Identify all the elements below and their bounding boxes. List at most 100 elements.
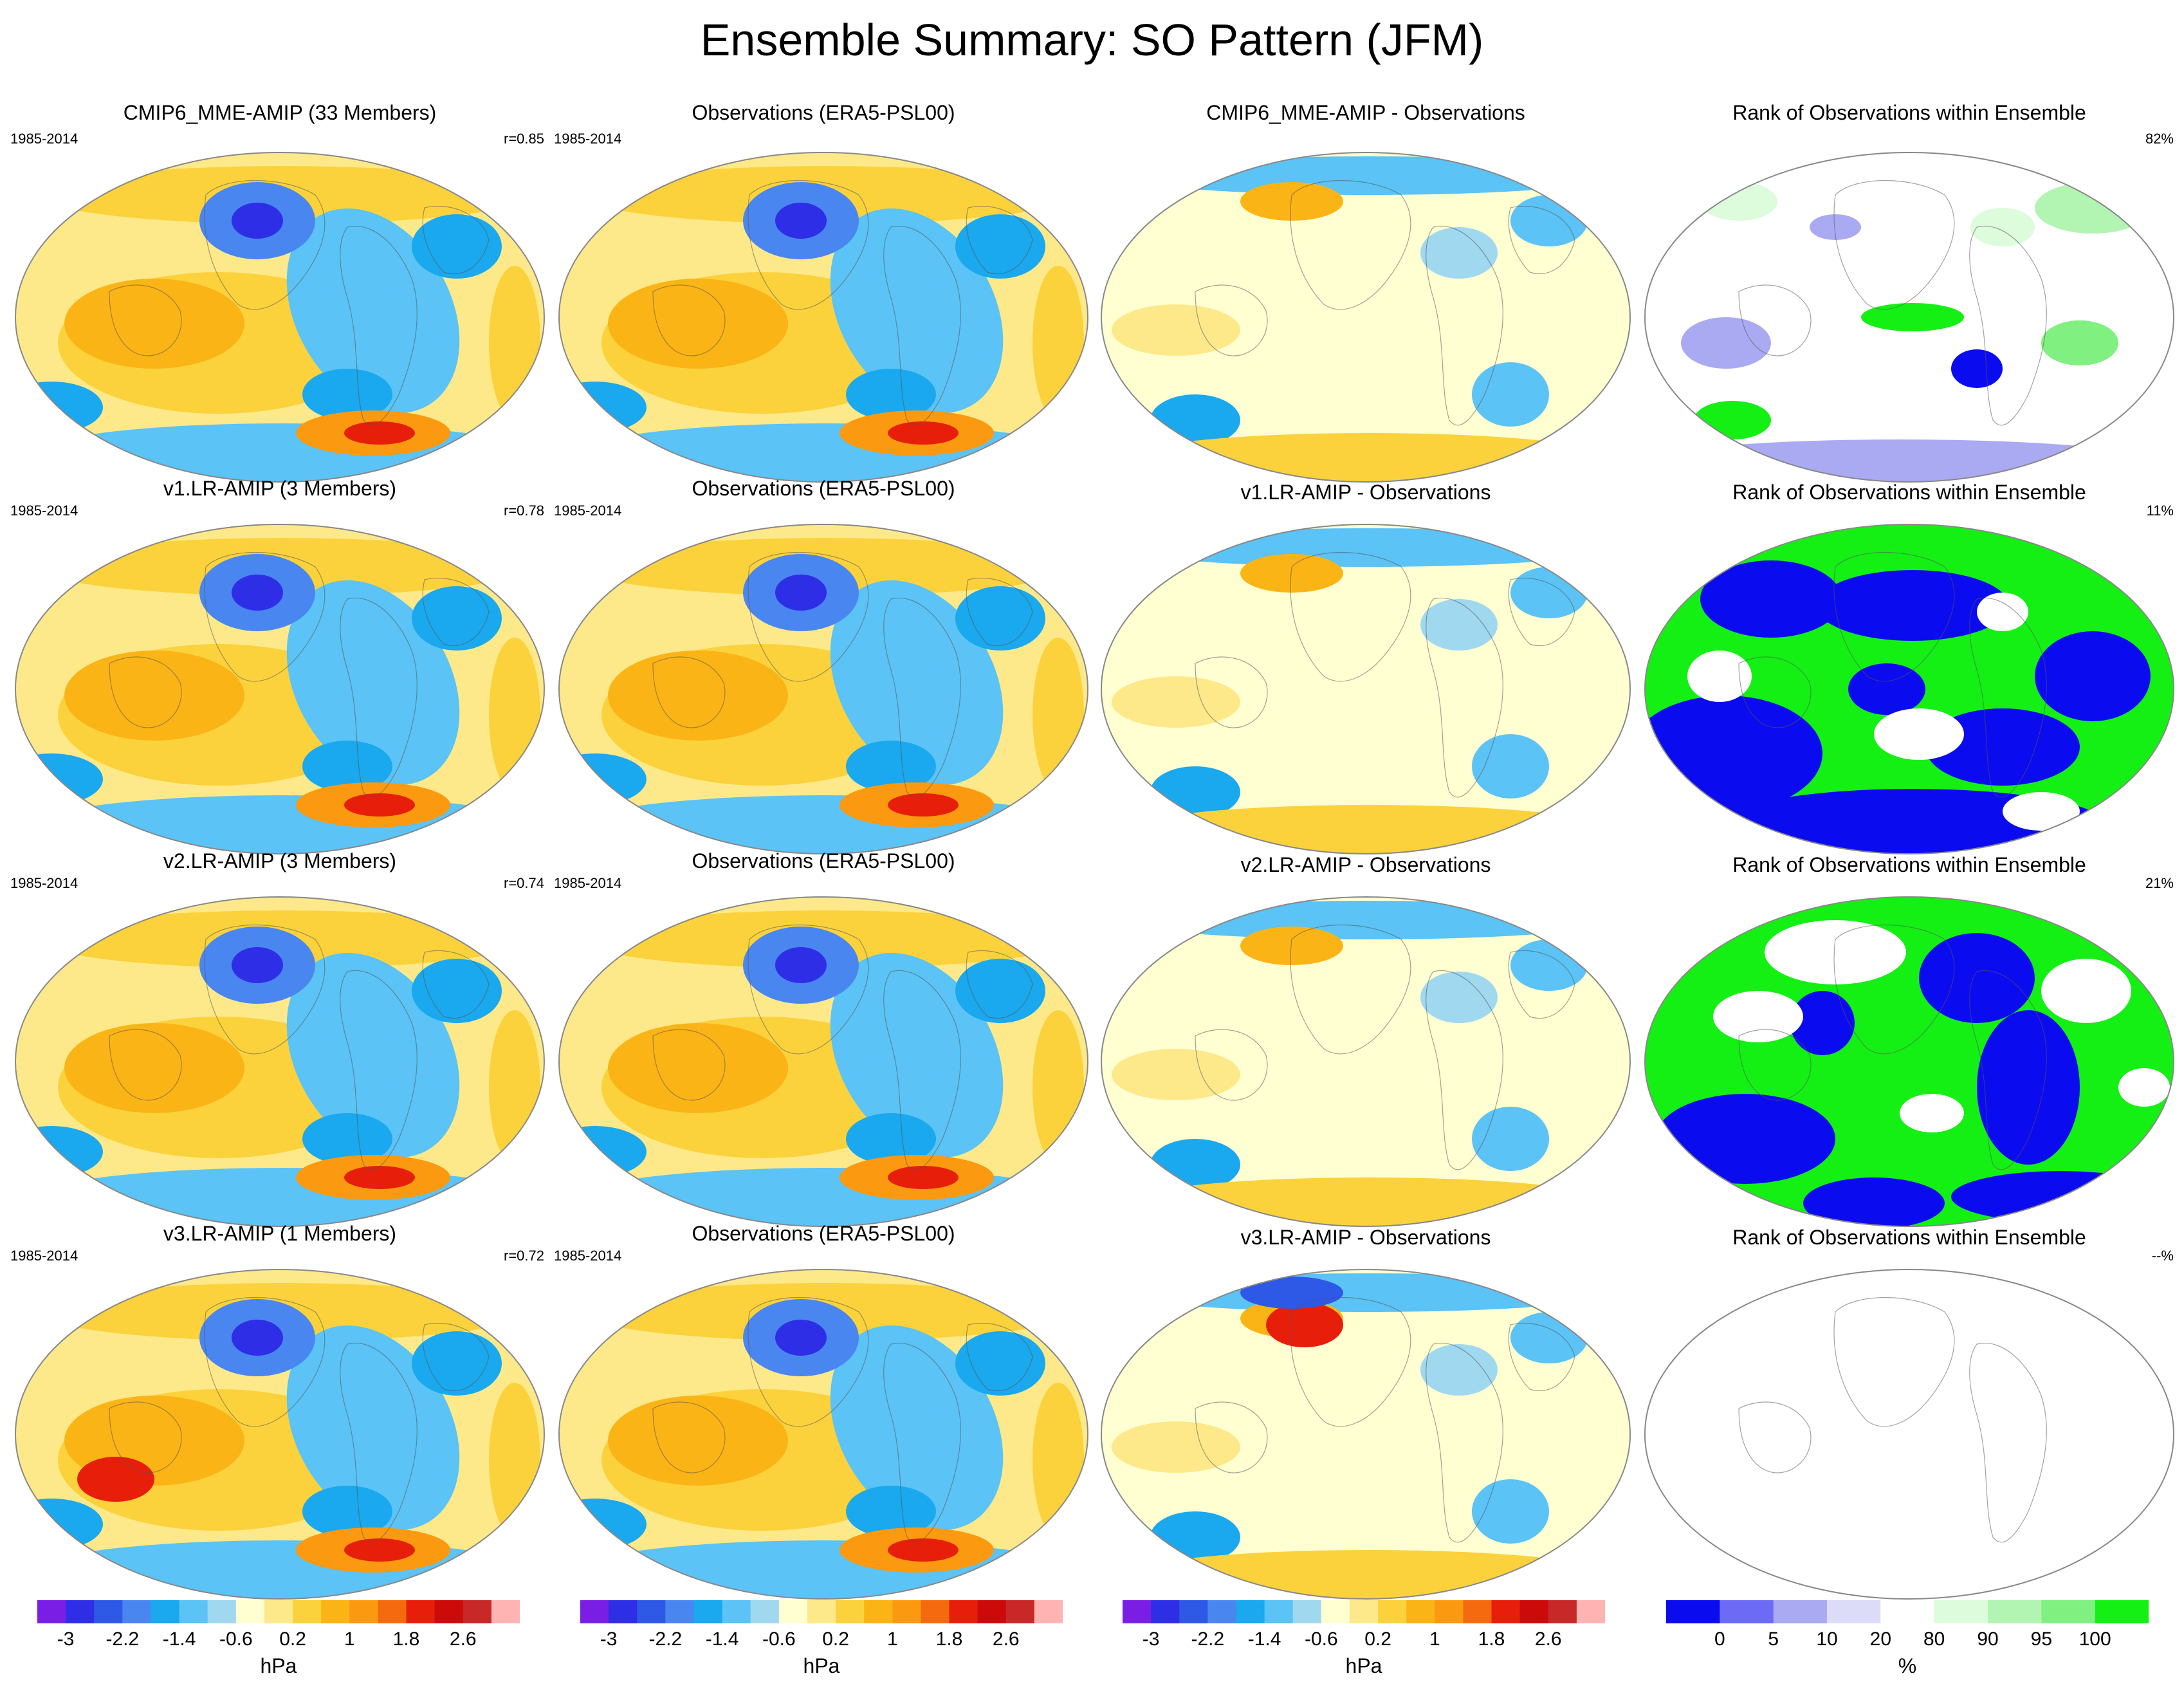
anomaly-patch (77, 1457, 154, 1502)
rank-patch (2035, 182, 2151, 234)
anomaly-patch (344, 1538, 415, 1562)
model-map (15, 152, 545, 483)
anomaly-patch (955, 1331, 1045, 1396)
anomaly-patch (582, 1540, 1071, 1598)
correlation-label: r=0.72 (504, 1248, 544, 1264)
rank-percent-label: 21% (2145, 875, 2174, 891)
period-label: 1985-2014 (554, 1248, 622, 1264)
colorbar-swatch (1349, 1600, 1379, 1623)
colorbar-swatch (321, 1600, 350, 1623)
correlation-label: r=0.85 (504, 131, 544, 147)
colorbar-swatch (665, 1600, 694, 1623)
map-border (1101, 896, 1631, 1227)
colorbar-tick-label: -3 (600, 1629, 618, 1650)
anomaly-patch (1112, 676, 1240, 728)
coastline (652, 284, 726, 356)
map-border (1644, 524, 2174, 854)
coastline (652, 656, 726, 728)
coastline (204, 551, 326, 682)
obs-panel-title: Observations (ERA5-PSL00) (692, 477, 955, 500)
anomaly-patch (1510, 939, 1588, 991)
coastline (966, 1322, 1033, 1392)
anomaly-patch (412, 959, 502, 1023)
rank-percent-label: 11% (2146, 503, 2174, 519)
colorbar-swatch (1491, 1600, 1521, 1623)
colorbar-tick-label: 80 (1923, 1629, 1945, 1650)
colorbar-tick-label: 95 (2030, 1629, 2053, 1650)
map-border (1101, 1269, 1631, 1600)
anomaly-patch (232, 575, 283, 611)
colorbar-tick-label: -1.4 (1247, 1629, 1281, 1650)
coastline (340, 1342, 418, 1543)
anomaly-colorbar: -3 -2.2 -1.4 -0.6 0.2 1 1.8 2.6 hPa (580, 1600, 1063, 1684)
diff-map-panel (1099, 1267, 1633, 1601)
period-label: 1985-2014 (10, 503, 78, 519)
colorbar-swatch (1264, 1600, 1294, 1623)
anomaly-patch (344, 793, 415, 817)
colorbar-swatch (207, 1600, 237, 1623)
colorbar-swatch (37, 1600, 66, 1623)
rank-patch (1790, 991, 1855, 1055)
anomaly-patch (1124, 901, 1613, 939)
rank-patch (1977, 593, 2028, 631)
colorbar-tick-label: -1.4 (162, 1629, 196, 1650)
colorbar-swatch (264, 1600, 293, 1623)
rank-map (1644, 1269, 2174, 1600)
anomaly-patch (39, 795, 528, 853)
model-panel-title: v3.LR-AMIP (1 Members) (163, 1222, 397, 1245)
coastline (109, 1401, 182, 1473)
coastline (109, 1029, 182, 1101)
model-panel-title: v2.LR-AMIP (3 Members) (163, 849, 397, 872)
rank-patch (1687, 651, 1752, 702)
model-map-panel (13, 1267, 547, 1601)
diff-map (1101, 896, 1631, 1227)
rank-patch (1700, 182, 1777, 221)
model-map-panel (13, 150, 547, 485)
colorbar-swatch (1034, 1600, 1063, 1623)
anomaly-patch (32, 234, 148, 285)
anomaly-patch (302, 741, 392, 792)
colorbar-swatch (750, 1600, 780, 1623)
colorbar-tick-label: 0.2 (822, 1629, 849, 1650)
rank-panel-title: Rank of Observations within Ensemble (1732, 1226, 2086, 1249)
period-label: 1985-2014 (10, 875, 78, 891)
colorbar-swatch (637, 1600, 666, 1623)
rank-patch (1694, 401, 1771, 439)
anomaly-patch (576, 234, 692, 285)
colorbar-swatch (378, 1600, 407, 1623)
anomaly-patch (1112, 304, 1240, 356)
anomaly-patch (1240, 182, 1343, 221)
coastline (1969, 225, 2047, 426)
colorbar-swatch (463, 1600, 492, 1623)
coastline (1508, 205, 1575, 275)
colorbar-swatch (778, 1600, 808, 1623)
diff-panel-title: v2.LR-AMIP - Observations (1240, 853, 1491, 876)
colorbar-tick-label: 0.2 (279, 1629, 306, 1650)
anomaly-patch (1510, 195, 1588, 246)
anomaly-patch (888, 793, 959, 817)
model-map (15, 1269, 545, 1600)
anomaly-patch (582, 795, 1071, 853)
colorbar-swatch (1005, 1600, 1035, 1623)
diff-panel-title: v1.LR-AMIP - Observations (1240, 481, 1491, 504)
rank-patch (1803, 1177, 1945, 1226)
anomaly-patch (489, 266, 540, 420)
anomaly-patch (302, 1113, 392, 1165)
anomaly-patch (1124, 1273, 1613, 1312)
coastline (966, 205, 1033, 275)
map-border (1644, 1269, 2174, 1600)
anomaly-patch (955, 214, 1045, 279)
rank-map-panel (1642, 1267, 2176, 1601)
colorbar-tick-label: 1 (344, 1629, 355, 1650)
rank-patch (1970, 208, 2035, 246)
colorbar-swatch (179, 1600, 208, 1623)
colorbar-tick-label: 1 (1429, 1629, 1440, 1650)
model-map-panel (13, 894, 547, 1229)
coastline (1290, 551, 1411, 682)
rank-patch (1681, 317, 1771, 369)
colorbar-swatch (1934, 1600, 1988, 1623)
colorbar-swatches (37, 1600, 520, 1623)
anomaly-patch (1420, 227, 1498, 279)
anomaly-patch (1420, 599, 1498, 651)
anomaly-patch (1420, 972, 1498, 1023)
